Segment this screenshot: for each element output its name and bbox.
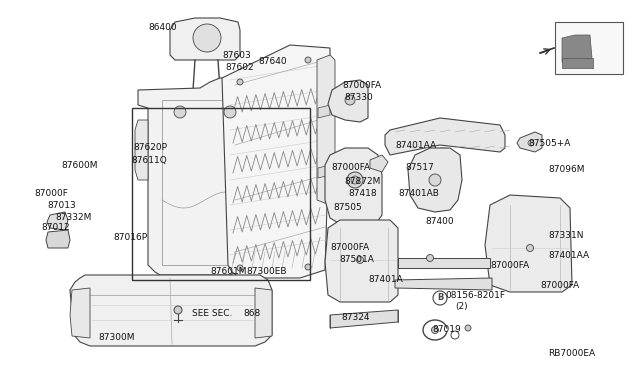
Text: 87000FA: 87000FA: [330, 244, 369, 253]
Circle shape: [174, 306, 182, 314]
Text: 87418: 87418: [348, 189, 376, 199]
Polygon shape: [70, 275, 272, 346]
Polygon shape: [138, 78, 260, 275]
Circle shape: [528, 140, 534, 146]
Text: 868: 868: [243, 308, 260, 317]
Polygon shape: [485, 195, 572, 292]
Polygon shape: [562, 58, 593, 68]
Polygon shape: [318, 105, 330, 118]
Text: 87012: 87012: [41, 224, 70, 232]
Circle shape: [465, 325, 471, 331]
Polygon shape: [250, 120, 262, 180]
Polygon shape: [317, 55, 335, 205]
Polygon shape: [135, 120, 148, 180]
Polygon shape: [398, 258, 490, 268]
Text: SEE SEC.: SEE SEC.: [192, 308, 232, 317]
Polygon shape: [395, 278, 492, 290]
Text: 87000FA: 87000FA: [342, 80, 381, 90]
Text: 87330: 87330: [344, 93, 372, 102]
Text: B: B: [437, 294, 443, 302]
Text: 87401AA: 87401AA: [548, 250, 589, 260]
Polygon shape: [325, 148, 382, 228]
Polygon shape: [255, 288, 272, 338]
Circle shape: [237, 265, 243, 271]
Circle shape: [356, 257, 364, 263]
Text: 87517: 87517: [405, 164, 434, 173]
Circle shape: [237, 79, 243, 85]
Text: 08156-8201F: 08156-8201F: [445, 291, 505, 299]
Polygon shape: [325, 220, 398, 302]
Polygon shape: [170, 18, 240, 60]
Text: 87602: 87602: [225, 64, 253, 73]
Polygon shape: [47, 212, 68, 230]
Polygon shape: [385, 118, 505, 155]
Polygon shape: [408, 148, 462, 212]
Circle shape: [527, 244, 534, 251]
Text: 87013: 87013: [47, 201, 76, 209]
Text: 87600M: 87600M: [61, 160, 97, 170]
Polygon shape: [70, 288, 90, 338]
Text: 87324: 87324: [341, 314, 369, 323]
Text: 87332M: 87332M: [55, 212, 92, 221]
Polygon shape: [222, 45, 330, 278]
Circle shape: [431, 327, 438, 334]
Text: 87000FA: 87000FA: [540, 280, 579, 289]
Circle shape: [347, 172, 363, 188]
Text: 87505+A: 87505+A: [528, 138, 570, 148]
Text: 87300M: 87300M: [98, 334, 134, 343]
Polygon shape: [562, 35, 592, 62]
Text: 87401A: 87401A: [368, 276, 403, 285]
Circle shape: [429, 174, 441, 186]
Polygon shape: [318, 165, 330, 178]
Circle shape: [224, 106, 236, 118]
Circle shape: [305, 57, 311, 63]
Bar: [555, 22, 623, 74]
Text: 87000FA: 87000FA: [331, 164, 370, 173]
Text: 87016P: 87016P: [113, 234, 147, 243]
Text: 87331N: 87331N: [548, 231, 584, 240]
Text: 87401AB: 87401AB: [398, 189, 439, 199]
Text: 87400: 87400: [425, 218, 454, 227]
Polygon shape: [328, 80, 368, 122]
Circle shape: [345, 95, 355, 105]
Text: 87096M: 87096M: [548, 166, 584, 174]
Polygon shape: [46, 230, 70, 248]
Text: (2): (2): [455, 302, 468, 311]
Circle shape: [426, 254, 433, 262]
Text: 87501A: 87501A: [339, 256, 374, 264]
Polygon shape: [330, 310, 398, 328]
Text: 87000FA: 87000FA: [490, 260, 529, 269]
Text: 87872M: 87872M: [344, 176, 380, 186]
Circle shape: [174, 106, 186, 118]
Text: 87640: 87640: [258, 58, 287, 67]
Text: 86400: 86400: [148, 23, 177, 32]
Circle shape: [193, 24, 221, 52]
Text: 87000F: 87000F: [34, 189, 68, 198]
Text: 87601M: 87601M: [210, 267, 246, 276]
Circle shape: [305, 264, 311, 270]
Text: 87019: 87019: [432, 326, 461, 334]
Polygon shape: [517, 132, 542, 152]
Text: 87611Q: 87611Q: [131, 155, 167, 164]
Text: RB7000EA: RB7000EA: [548, 349, 595, 357]
Text: 87401AA: 87401AA: [395, 141, 436, 150]
Polygon shape: [370, 155, 388, 172]
Text: 87603: 87603: [222, 51, 251, 60]
Text: 87300EB: 87300EB: [246, 267, 287, 276]
Text: 87620P: 87620P: [133, 144, 167, 153]
Text: 87505: 87505: [333, 203, 362, 212]
Circle shape: [351, 176, 359, 184]
